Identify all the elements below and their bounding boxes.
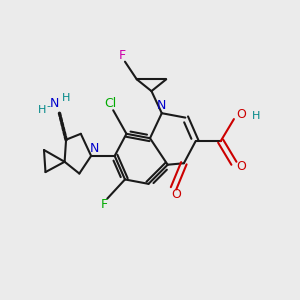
Text: -: - [46, 101, 50, 111]
Text: H: H [62, 93, 70, 103]
Text: O: O [236, 108, 246, 121]
Text: H: H [252, 111, 260, 121]
Text: N: N [89, 142, 99, 155]
Text: H: H [38, 105, 47, 115]
Text: Cl: Cl [104, 97, 116, 110]
Text: N: N [50, 97, 59, 110]
Text: N: N [157, 99, 167, 112]
Text: O: O [236, 160, 246, 173]
Text: O: O [172, 188, 182, 201]
Text: F: F [101, 198, 108, 211]
Text: F: F [118, 49, 126, 62]
